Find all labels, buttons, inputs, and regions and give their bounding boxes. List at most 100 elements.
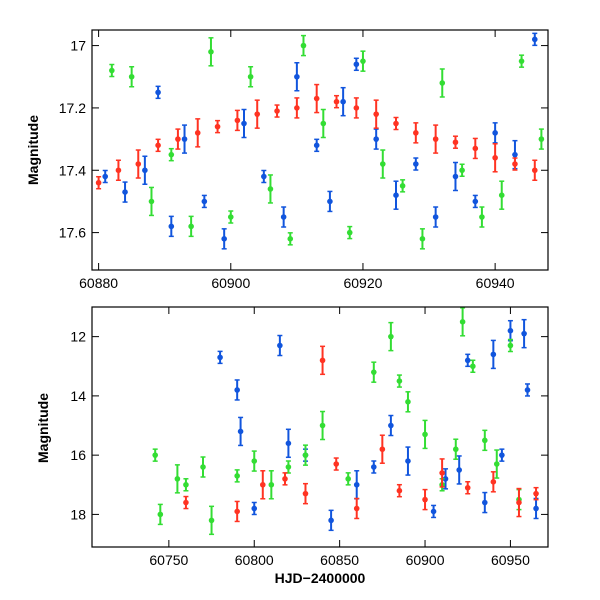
zoom-panel-point — [274, 104, 280, 118]
zoom-panel-point — [472, 194, 479, 209]
zoom-panel-point — [208, 37, 214, 67]
full-panel-y-tick-label: 14 — [70, 388, 86, 404]
full-panel-point — [333, 457, 340, 471]
zoom-panel-point — [313, 138, 320, 153]
full-panel-point — [234, 379, 240, 401]
full-panel-point — [521, 318, 527, 349]
zoom-panel-y-tick-label: 17.4 — [59, 162, 86, 178]
full-panel-point — [353, 470, 360, 500]
full-panel-point — [456, 455, 462, 485]
zoom-panel-y-tick-label: 17 — [70, 38, 86, 54]
full-panel-x-tick-label: 60800 — [235, 552, 274, 568]
zoom-panel-point — [373, 99, 379, 129]
zoom-panel-point — [214, 119, 221, 134]
zoom-panel-point — [175, 128, 181, 150]
zoom-panel-point — [181, 124, 188, 154]
full-panel-point — [490, 471, 497, 493]
zoom-panel-point — [313, 83, 320, 114]
zoom-panel-point — [353, 57, 360, 72]
zoom-panel-point — [340, 86, 346, 117]
full-panel-x-axis-label: HJD−2400000 — [275, 570, 366, 586]
zoom-panel-x-tick-label: 60920 — [343, 275, 382, 291]
full-panel-point — [302, 444, 309, 466]
full-panel-point — [157, 503, 164, 526]
zoom-panel-point — [155, 85, 161, 100]
zoom-panel-point — [168, 147, 175, 162]
zoom-panel-point — [333, 94, 340, 109]
full-panel-point — [345, 472, 351, 486]
zoom-panel-point — [413, 157, 419, 171]
full-panel-point — [388, 321, 394, 352]
zoom-panel-point — [393, 116, 399, 131]
full-panel-ticks: 60750 60800 60850 60900 60950 12 14 16 18 — [70, 307, 548, 568]
zoom-panel-point — [498, 180, 505, 210]
full-panel-point — [237, 416, 244, 447]
zoom-panel-point — [320, 108, 327, 139]
zoom-panel-point — [188, 215, 194, 238]
full-panel-point — [183, 478, 189, 492]
full-panel-point — [442, 468, 449, 490]
full-panel-point — [499, 448, 505, 462]
full-panel-point — [259, 470, 266, 500]
zoom-panel-point — [518, 54, 525, 68]
zoom-panel-point — [373, 128, 379, 150]
full-panel-point — [482, 491, 488, 514]
full-panel: 60750 60800 60850 60900 60950 12 14 16 18 Magnit… — [35, 306, 549, 586]
full-panel-point — [439, 458, 445, 488]
full-panel-point — [370, 460, 377, 474]
zoom-panel-point — [327, 190, 333, 213]
zoom-panel-point — [492, 122, 498, 144]
zoom-panel-point — [148, 186, 155, 217]
full-panel-point — [208, 505, 215, 536]
zoom-panel-point — [492, 143, 498, 173]
full-panel-point — [353, 497, 360, 520]
zoom-panel-point — [294, 62, 300, 92]
full-panel-point — [464, 480, 471, 495]
full-panel-point — [174, 464, 181, 494]
full-panel-point — [282, 472, 288, 486]
zoom-panel-point — [353, 97, 360, 119]
full-panel-point — [493, 449, 500, 479]
zoom-panel-point — [122, 181, 128, 203]
zoom-panel-point — [254, 99, 261, 129]
zoom-panel-point — [360, 50, 366, 72]
zoom-panel-point — [201, 194, 208, 209]
full-panel-point — [405, 391, 411, 413]
zoom-panel-point — [135, 149, 142, 179]
full-panel-points — [152, 307, 539, 536]
full-panel-point — [422, 488, 428, 511]
full-panel-point — [422, 419, 428, 450]
zoom-panel-point — [261, 169, 267, 184]
full-panel-y-tick-label: 16 — [70, 447, 86, 463]
full-panel-point — [482, 429, 488, 452]
full-panel-point — [302, 482, 309, 505]
zoom-panel-y-tick-label: 17.2 — [59, 100, 86, 116]
full-panel-point — [319, 345, 326, 376]
zoom-panel-point — [227, 210, 234, 224]
zoom-panel-point — [294, 97, 300, 119]
zoom-panel-point — [452, 135, 459, 149]
full-panel-point — [285, 428, 292, 459]
full-panel-point — [183, 495, 189, 510]
full-panel-point — [328, 509, 334, 532]
zoom-panel-point — [479, 206, 485, 228]
zoom-panel-point — [459, 163, 465, 178]
full-panel-point — [268, 470, 275, 500]
full-panel-y-tick-label: 18 — [70, 506, 86, 522]
zoom-panel-point — [115, 159, 122, 182]
zoom-panel-point — [102, 169, 109, 184]
full-panel-point — [388, 414, 394, 437]
full-panel-point — [396, 374, 403, 388]
full-panel-point — [234, 469, 240, 483]
zoom-panel-point — [439, 68, 446, 98]
full-panel-point — [516, 487, 522, 518]
full-panel-point — [379, 434, 386, 464]
zoom-panel-point — [531, 159, 538, 182]
zoom-panel-point — [109, 63, 115, 78]
full-panel-point — [490, 339, 497, 370]
zoom-panel: 60880 60900 60920 60940 17 17.2 17.4 17.6 Magni… — [25, 29, 549, 291]
zoom-panel-x-tick-label: 60880 — [79, 275, 118, 291]
zoom-panel-point — [128, 66, 135, 88]
full-panel-point — [533, 497, 539, 520]
zoom-panel-point — [280, 206, 287, 228]
